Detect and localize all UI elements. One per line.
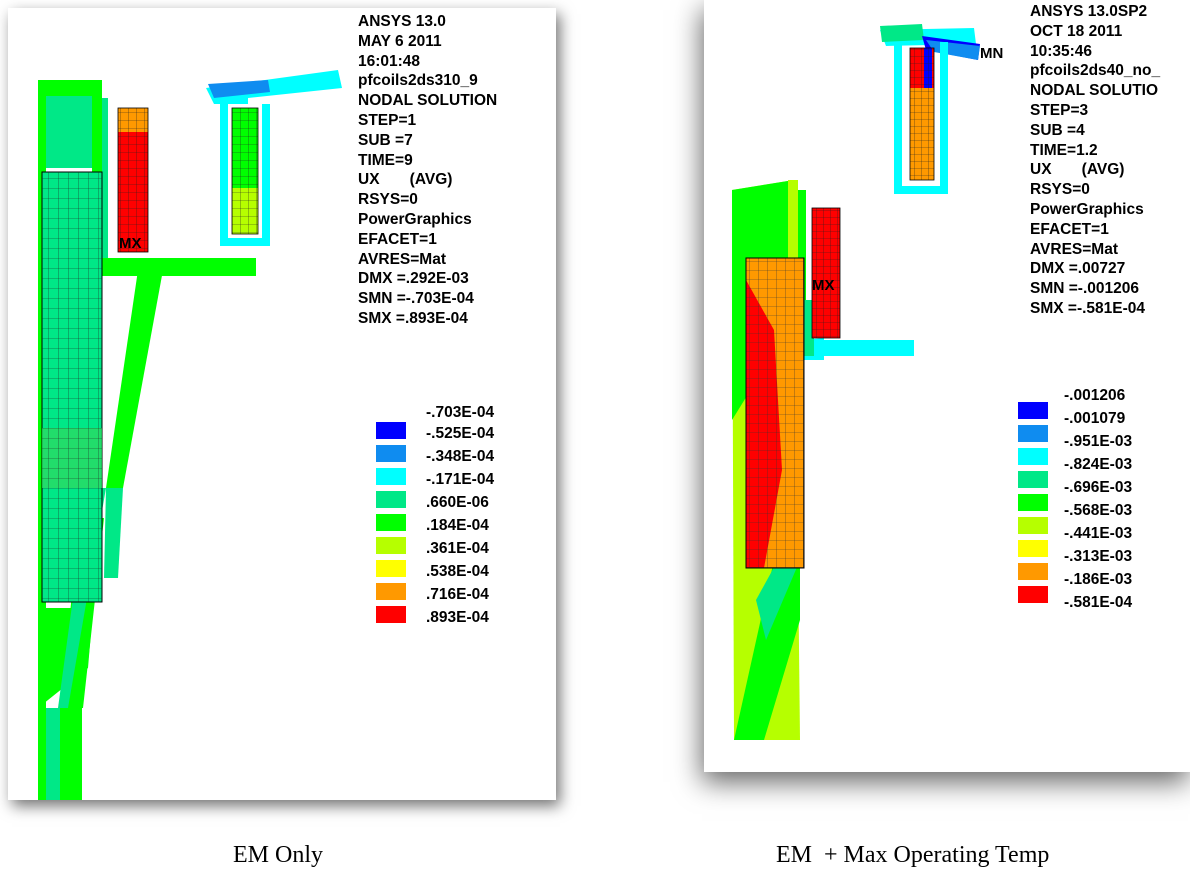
info-line: UX (AVG) <box>358 171 453 189</box>
right-max-marker: MX <box>812 277 835 294</box>
left-info-block: ANSYS 13.0 MAY 6 2011 16:01:48 pfcoils2d… <box>358 12 497 329</box>
legend-swatch <box>376 468 406 485</box>
info-line: SMX =-.581E-04 <box>1030 299 1146 317</box>
info-line: 10:35:46 <box>1030 42 1093 60</box>
legend-swatch <box>376 422 406 439</box>
legend-swatch <box>1018 471 1048 488</box>
info-line: OCT 18 2011 <box>1030 22 1123 40</box>
legend-swatch <box>376 606 406 623</box>
left-max-marker: MX <box>119 235 142 252</box>
info-line: TIME=1.2 <box>1030 141 1098 159</box>
legend-value: .538E-04 <box>426 563 489 580</box>
legend-value: -.525E-04 <box>426 425 495 442</box>
legend-swatch <box>376 537 406 554</box>
legend-value: -.348E-04 <box>426 448 495 465</box>
info-line: DMX =.292E-03 <box>358 270 469 288</box>
legend-value: -.186E-03 <box>1064 571 1133 588</box>
legend-swatch <box>1018 540 1048 557</box>
legend-swatch <box>1018 425 1048 442</box>
info-line: STEP=3 <box>1030 101 1089 119</box>
info-line: NODAL SOLUTIO <box>1030 82 1159 100</box>
info-line: EFACET=1 <box>358 230 437 248</box>
legend-swatch <box>376 514 406 531</box>
info-line: STEP=1 <box>358 111 417 129</box>
legend-value: .716E-04 <box>426 586 489 603</box>
legend-swatch <box>376 445 406 462</box>
right-info-block: ANSYS 13.0SP2 OCT 18 2011 10:35:46 pfcoi… <box>1030 2 1160 319</box>
left-contour-plot: MX ANSYS 13.0 MAY 6 2011 16:01:48 pfcoil… <box>8 8 556 800</box>
legend-value: .184E-04 <box>426 517 489 534</box>
info-line: SUB =7 <box>358 131 413 149</box>
right-fem-model: MX MN <box>732 24 1003 740</box>
legend-value: .660E-06 <box>426 494 489 511</box>
legend-swatch <box>1018 448 1048 465</box>
info-line: MAY 6 2011 <box>358 32 442 50</box>
legend-value: -.951E-03 <box>1064 433 1133 450</box>
right-caption: EM + Max Operating Temp <box>776 842 1050 868</box>
legend-value: -.824E-03 <box>1064 456 1133 473</box>
legend-value: -.001206 <box>1064 387 1126 404</box>
legend-value: -.001079 <box>1064 410 1126 427</box>
legend-swatch <box>1018 402 1048 419</box>
info-line: ANSYS 13.0 <box>358 13 446 30</box>
left-caption: EM Only <box>233 842 323 868</box>
info-line: PowerGraphics <box>358 210 472 228</box>
info-line: UX (AVG) <box>1030 161 1125 179</box>
legend-value: .361E-04 <box>426 540 489 557</box>
legend-value: -.703E-04 <box>426 404 495 421</box>
info-line: NODAL SOLUTION <box>358 92 498 110</box>
info-line: PowerGraphics <box>1030 200 1144 218</box>
info-line: RSYS=0 <box>358 191 418 209</box>
info-line: SMN =-.001206 <box>1030 280 1139 298</box>
info-line: ANSYS 13.0SP2 <box>1030 3 1148 20</box>
legend-value: -.568E-03 <box>1064 502 1133 519</box>
info-line: pfcoils2ds40_no_ <box>1030 62 1161 80</box>
info-line: TIME=9 <box>358 151 413 169</box>
legend-swatch <box>1018 494 1048 511</box>
legend-swatch <box>1018 586 1048 603</box>
info-line: RSYS=0 <box>1030 181 1090 199</box>
legend-value: -.313E-03 <box>1064 548 1133 565</box>
info-line: 16:01:48 <box>358 52 421 70</box>
legend-swatch <box>376 583 406 600</box>
legend-swatch <box>1018 563 1048 580</box>
legend-value: -.696E-03 <box>1064 479 1133 496</box>
info-line: SMN =-.703E-04 <box>358 290 474 308</box>
info-line: SMX =.893E-04 <box>358 309 468 327</box>
legend-swatch <box>376 560 406 577</box>
left-fem-model: MX <box>38 70 342 800</box>
right-contour-plot: MX MN ANSYS 13.0SP2 OCT 18 2011 10:35:46… <box>704 0 1190 772</box>
legend-value: .893E-04 <box>426 609 489 626</box>
right-min-marker: MN <box>980 45 1003 62</box>
legend-value: -.441E-03 <box>1064 525 1133 542</box>
legend-value: -.171E-04 <box>426 471 495 488</box>
legend-value: -.581E-04 <box>1064 594 1133 611</box>
legend-swatch <box>1018 517 1048 534</box>
left-color-legend: -.703E-04 -.525E-04 -.348E-04 -.171E-04 … <box>370 8 550 800</box>
info-line: pfcoils2ds310_9 <box>358 72 478 90</box>
right-color-legend: -.001206 -.001079 -.951E-03 -.824E-03 -.… <box>1016 0 1190 772</box>
info-line: AVRES=Mat <box>1030 240 1118 258</box>
info-line: SUB =4 <box>1030 121 1085 139</box>
legend-swatch <box>376 491 406 508</box>
info-line: EFACET=1 <box>1030 220 1109 238</box>
info-line: DMX =.00727 <box>1030 260 1126 278</box>
info-line: AVRES=Mat <box>358 250 446 268</box>
